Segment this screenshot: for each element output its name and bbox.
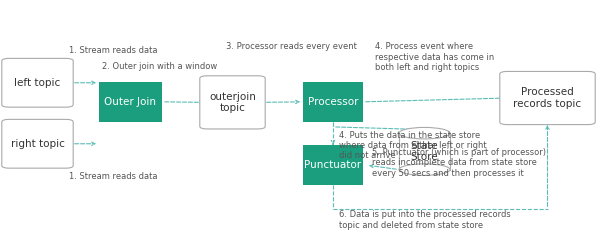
Text: 4. Process event where
respective data has come in
both left and right topics: 4. Process event where respective data h… <box>375 43 494 72</box>
FancyBboxPatch shape <box>303 145 363 185</box>
Text: 5. Punctuator (which is part of processor)
reads incomplete data from state stor: 5. Punctuator (which is part of processo… <box>372 148 546 178</box>
Text: outerjoin
topic: outerjoin topic <box>209 91 256 113</box>
Text: Punctuator: Punctuator <box>304 160 362 170</box>
Text: Processor: Processor <box>308 97 358 107</box>
Text: 2. Outer join with a window: 2. Outer join with a window <box>102 62 217 71</box>
Ellipse shape <box>399 128 450 139</box>
FancyBboxPatch shape <box>200 76 265 129</box>
Text: 1. Stream reads data: 1. Stream reads data <box>69 46 157 55</box>
Text: 4. Puts the data in the state store
where data from either left or right
did not: 4. Puts the data in the state store wher… <box>339 131 487 161</box>
Text: 6. Data is put into the processed records
topic and deleted from state store: 6. Data is put into the processed record… <box>339 210 511 230</box>
FancyBboxPatch shape <box>500 71 595 125</box>
Text: right topic: right topic <box>11 139 64 149</box>
FancyBboxPatch shape <box>303 82 363 122</box>
Text: Processed
records topic: Processed records topic <box>514 87 581 109</box>
Text: 1. Stream reads data: 1. Stream reads data <box>69 172 157 181</box>
FancyBboxPatch shape <box>2 119 73 168</box>
Text: left topic: left topic <box>14 78 61 88</box>
Text: Outer Join: Outer Join <box>104 97 157 107</box>
Text: 3. Processor reads every event: 3. Processor reads every event <box>227 42 358 51</box>
FancyBboxPatch shape <box>2 58 73 107</box>
Ellipse shape <box>399 164 450 175</box>
FancyBboxPatch shape <box>99 82 162 122</box>
Text: State
Store: State Store <box>410 141 439 162</box>
Bar <box>399 133 450 170</box>
